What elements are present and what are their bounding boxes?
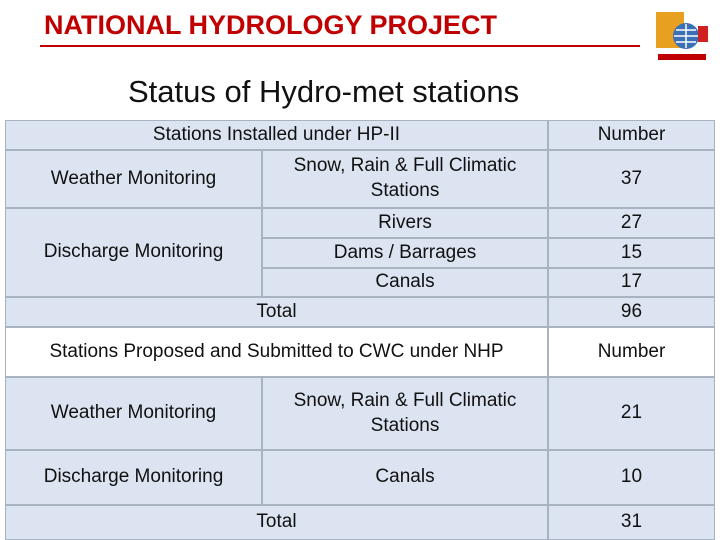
station-type: Rivers [262, 208, 548, 238]
group-label: Discharge Monitoring [5, 450, 262, 505]
station-type: Snow, Rain & Full Climatic Stations [262, 150, 548, 208]
station-type: Dams / Barrages [262, 238, 548, 268]
group-label: Weather Monitoring [5, 377, 262, 450]
total: 96 [548, 297, 715, 327]
number-heading: Number [548, 327, 715, 377]
group-label: Discharge Monitoring [5, 208, 262, 297]
total: 31 [548, 505, 715, 540]
group-label: Weather Monitoring [5, 150, 262, 208]
title-rule [40, 45, 640, 47]
number: 21 [548, 377, 715, 450]
station-type-text: Snow, Rain & Full Climatic Stations [293, 155, 517, 201]
station-type-text: Snow, Rain & Full Climatic Stations [293, 389, 517, 436]
total-label: Total [5, 505, 548, 540]
number: 27 [548, 208, 715, 238]
table-heading: Stations Installed under HP-II [5, 120, 548, 150]
station-type: Canals [262, 268, 548, 297]
subtitle: Status of Hydro-met stations [128, 74, 520, 109]
number-heading: Number [548, 120, 715, 150]
station-type: Canals [262, 450, 548, 505]
number: 17 [548, 268, 715, 297]
logo [656, 12, 708, 60]
number: 37 [548, 150, 715, 208]
number: 15 [548, 238, 715, 268]
title: NATIONAL HYDROLOGY PROJECT [44, 10, 498, 40]
number: 10 [548, 450, 715, 505]
station-type: Snow, Rain & Full Climatic Stations [262, 377, 548, 450]
table-heading: Stations Proposed and Submitted to CWC u… [5, 327, 548, 377]
total-label: Total [5, 297, 548, 327]
